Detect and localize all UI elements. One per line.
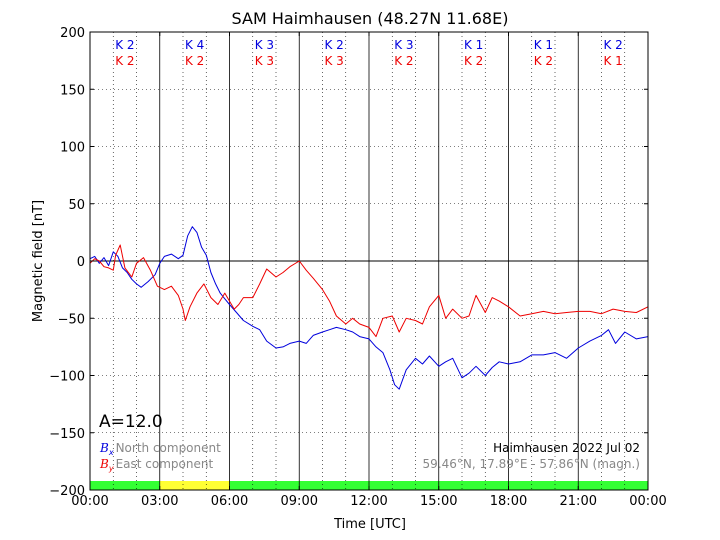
- a-index-label: A=12.0: [99, 412, 163, 432]
- coordinates-info: 59.46°N, 17.89°E - 57.86°N (magn.): [423, 457, 640, 471]
- x-tick-label-5: 15:00: [420, 494, 457, 509]
- k-index-north-3: K 2: [324, 38, 343, 52]
- series-line-north: [89, 226, 649, 390]
- x-tick-label-3: 09:00: [281, 494, 318, 509]
- k-index-east-5: K 2: [464, 54, 483, 68]
- x-axis-label: Time [UTC]: [333, 517, 406, 532]
- legend-north-sub: x: [108, 448, 114, 457]
- x-tick-label-4: 12:00: [350, 494, 387, 509]
- legend-north-text: North component: [116, 441, 222, 455]
- activity-segment-1: [159, 481, 230, 490]
- k-index-north-6: K 1: [534, 38, 553, 52]
- legend-east-sub: y: [108, 464, 114, 473]
- x-tick-label-2: 06:00: [211, 494, 248, 509]
- legend-east: By East component: [99, 457, 213, 473]
- y-tick-label-1: 150: [60, 83, 85, 98]
- y-axis-label: Magnetic field [nT]: [31, 200, 46, 322]
- legend-east-text: East component: [116, 457, 214, 471]
- x-tick-label-0: 00:00: [71, 494, 108, 509]
- y-tick-label-8: −200: [49, 484, 85, 499]
- k-index-east-3: K 3: [324, 54, 343, 68]
- legend-east-symbol: B: [99, 457, 109, 471]
- legend: Bx North component By East component: [99, 441, 221, 473]
- y-tick-label-5: −50: [58, 312, 85, 327]
- k-index-north-4: K 3: [394, 38, 413, 52]
- series-line-east: [89, 244, 649, 338]
- k-index-east-7: K 1: [603, 54, 622, 68]
- station-info: Haimhausen 2022 Jul 02: [493, 441, 640, 455]
- k-index-north-7: K 2: [603, 38, 622, 52]
- x-tick-label-1: 03:00: [141, 494, 178, 509]
- k-index-east-1: K 2: [185, 54, 204, 68]
- y-tick-label-3: 50: [68, 198, 85, 213]
- x-tick-label-6: 18:00: [490, 494, 527, 509]
- y-tick-label-0: 200: [60, 26, 85, 41]
- k-index-east-2: K 3: [255, 54, 274, 68]
- x-tick-label-8: 00:00: [629, 494, 666, 509]
- y-tick-label-6: −100: [49, 370, 85, 385]
- x-tick-label-7: 21:00: [560, 494, 597, 509]
- k-index-east-0: K 2: [115, 54, 134, 68]
- k-index-east-4: K 2: [394, 54, 413, 68]
- k-index-east-6: K 2: [534, 54, 553, 68]
- activity-segment-0: [90, 481, 160, 490]
- y-tick-label-7: −150: [49, 427, 85, 442]
- k-index-north-0: K 2: [115, 38, 134, 52]
- k-index-north-5: K 1: [464, 38, 483, 52]
- legend-north-symbol: B: [99, 441, 109, 455]
- legend-north: Bx North component: [99, 441, 221, 457]
- k-index-north-1: K 4: [185, 38, 204, 52]
- y-tick-label-4: 0: [77, 255, 85, 270]
- chart-title: SAM Haimhausen (48.27N 11.68E): [232, 9, 509, 28]
- y-tick-label-2: 100: [60, 141, 85, 156]
- k-index-north-2: K 3: [255, 38, 274, 52]
